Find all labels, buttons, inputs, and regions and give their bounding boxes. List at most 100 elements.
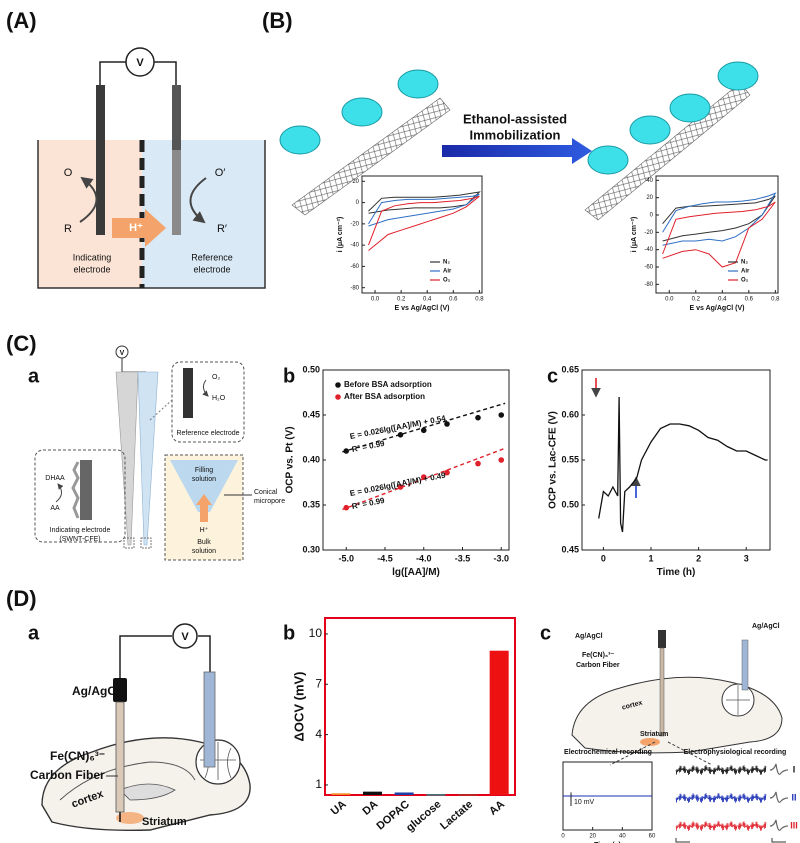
panel-label: (C) bbox=[6, 331, 37, 356]
noise-trace bbox=[675, 765, 767, 775]
x-tick-label: 0.4 bbox=[423, 297, 432, 303]
sub-label: c bbox=[547, 365, 558, 387]
enzyme bbox=[717, 61, 759, 91]
panel-da: V Ag/AgCl Fe(CN)₆³⁻ Carbon Fiber cortex … bbox=[30, 623, 251, 832]
plot-frame bbox=[655, 175, 779, 294]
y-tick-label: 1 bbox=[315, 777, 322, 791]
x-axis-label: Time (h) bbox=[657, 567, 696, 578]
legend-label: After BSA adsorption bbox=[344, 392, 425, 401]
y-tick-label: 0.50 bbox=[561, 499, 579, 509]
panel-a: V H⁺ O R O′ R′ Indicating electrode Refe… bbox=[37, 47, 266, 289]
x-tick-label: 0.2 bbox=[397, 297, 406, 303]
y-tick-label: 20 bbox=[646, 195, 653, 201]
channel-label: I bbox=[793, 764, 796, 774]
pointer bbox=[609, 741, 713, 766]
y-tick-label: 40 bbox=[646, 178, 653, 184]
bar bbox=[394, 792, 414, 795]
voltmeter bbox=[115, 345, 129, 359]
spike-waveform bbox=[769, 819, 789, 831]
brain-region bbox=[59, 761, 196, 801]
spike-waveform bbox=[769, 791, 789, 803]
annotation: E = 0.026lg([AA]/M) + 0.49 bbox=[349, 471, 447, 499]
legend-label: Air bbox=[741, 269, 750, 275]
striatum bbox=[116, 812, 144, 824]
region-label: Striatum bbox=[142, 816, 187, 828]
y-tick-label: 0.40 bbox=[302, 454, 320, 464]
reference-electrode bbox=[741, 639, 749, 691]
proton-label: H⁺ bbox=[200, 527, 209, 534]
y-tick-label: 20 bbox=[352, 179, 359, 185]
micropore bbox=[170, 460, 238, 512]
x-tick-label: glucose bbox=[404, 798, 444, 834]
legend-label: N₂ bbox=[741, 260, 748, 266]
species-label: R′ bbox=[217, 223, 227, 235]
proton-label: H⁺ bbox=[129, 222, 143, 234]
species-label: O′ bbox=[215, 167, 226, 179]
bar bbox=[458, 794, 477, 796]
box-label: Bulk bbox=[197, 539, 211, 546]
y-tick-label: 0 bbox=[356, 200, 360, 206]
y-tick-label: 0 bbox=[650, 213, 654, 219]
x-tick-label: -3.0 bbox=[493, 553, 509, 563]
y-axis-label: OCP vs. Lac-CFE (V) bbox=[548, 411, 559, 509]
region-label: Striatum bbox=[640, 731, 668, 738]
x-tick-label: -4.5 bbox=[377, 553, 393, 563]
y-tick-label: -20 bbox=[350, 221, 359, 227]
box-label: (SWNT-CFE) bbox=[59, 536, 100, 543]
bar bbox=[331, 793, 351, 795]
data-line bbox=[598, 396, 768, 533]
bar bbox=[363, 791, 382, 795]
plot-frame bbox=[581, 369, 771, 551]
proton-arrow bbox=[196, 494, 212, 522]
enzyme bbox=[397, 69, 439, 99]
electrode-connector bbox=[113, 678, 127, 702]
electrode-barrel bbox=[659, 647, 665, 737]
data-point bbox=[444, 469, 450, 476]
box-label: Indicating electrode bbox=[50, 527, 111, 534]
species-label: H₂O bbox=[212, 395, 226, 402]
enzyme bbox=[629, 115, 671, 145]
electrode-label: Carbon Fiber bbox=[30, 768, 105, 782]
electrode-connector bbox=[658, 630, 666, 648]
bar bbox=[489, 650, 509, 795]
y-tick-label: 0.45 bbox=[302, 409, 320, 419]
reference-wire bbox=[183, 368, 193, 418]
x-tick-label: 2 bbox=[696, 553, 701, 563]
sub-label: b bbox=[283, 365, 295, 387]
x-tick-label: UA bbox=[329, 798, 349, 817]
x-axis-label: Time (s) bbox=[594, 842, 621, 843]
noise-trace bbox=[675, 821, 767, 831]
y-tick-label: -60 bbox=[350, 264, 359, 270]
bar bbox=[426, 794, 446, 796]
x-tick-label: 0 bbox=[601, 553, 606, 563]
enzyme bbox=[669, 93, 711, 123]
y-tick-label: 0.30 bbox=[302, 544, 320, 554]
swnt-coating bbox=[71, 461, 80, 519]
proton-arrow bbox=[112, 209, 166, 247]
voltmeter-label: V bbox=[136, 57, 144, 69]
data-point bbox=[498, 412, 505, 418]
x-tick-label: 0.0 bbox=[665, 297, 674, 303]
data-line bbox=[368, 191, 481, 214]
box-label: Filling bbox=[195, 467, 213, 474]
panel-dc: Ag/AgCl Ag/AgCl Fe(CN)₆³⁻ Carbon Fiber c… bbox=[564, 623, 798, 843]
electrode-label: Ag/AgCl bbox=[752, 623, 780, 630]
x-tick-label: 0.6 bbox=[449, 297, 458, 303]
process-arrow bbox=[442, 138, 592, 164]
x-tick-label: 60 bbox=[649, 834, 656, 840]
striatum bbox=[640, 738, 660, 746]
x-tick-label: 20 bbox=[589, 834, 596, 840]
sub-label: b bbox=[283, 622, 295, 644]
box-label: Conical bbox=[254, 489, 278, 496]
y-axis-label: OCP vs. Pt (V) bbox=[285, 426, 296, 493]
reference-electrode bbox=[203, 671, 216, 768]
plot-frame bbox=[324, 617, 516, 796]
species-label: R bbox=[64, 223, 72, 235]
reference-barrel bbox=[137, 371, 159, 546]
species-label: O₂ bbox=[212, 374, 220, 381]
spike-waveform bbox=[769, 763, 789, 775]
reaction-arrow bbox=[55, 483, 64, 503]
wire bbox=[119, 635, 211, 680]
panel-b-illustration: Ethanol-assisted Immobilization bbox=[279, 61, 759, 221]
x-tick-label: 0.4 bbox=[718, 297, 727, 303]
